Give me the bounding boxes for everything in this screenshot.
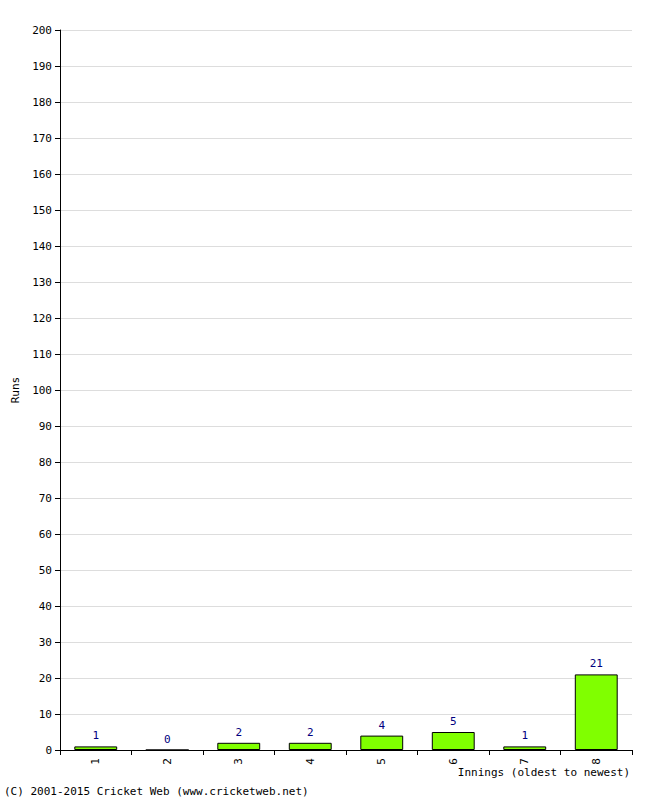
svg-text:Innings (oldest to newest): Innings (oldest to newest)	[458, 766, 630, 779]
svg-text:5: 5	[375, 758, 388, 765]
svg-text:10: 10	[39, 708, 52, 721]
svg-text:21: 21	[590, 657, 603, 670]
svg-text:110: 110	[32, 348, 52, 361]
svg-text:20: 20	[39, 672, 52, 685]
svg-text:100: 100	[32, 384, 52, 397]
svg-text:180: 180	[32, 96, 52, 109]
svg-text:2: 2	[307, 726, 314, 739]
svg-text:0: 0	[45, 744, 52, 757]
svg-text:80: 80	[39, 456, 52, 469]
svg-text:4: 4	[304, 758, 317, 765]
svg-text:160: 160	[32, 168, 52, 181]
svg-text:90: 90	[39, 420, 52, 433]
svg-text:140: 140	[32, 240, 52, 253]
svg-text:120: 120	[32, 312, 52, 325]
svg-text:5: 5	[450, 715, 457, 728]
svg-text:40: 40	[39, 600, 52, 613]
svg-text:70: 70	[39, 492, 52, 505]
svg-text:6: 6	[447, 758, 460, 765]
svg-text:0: 0	[164, 733, 171, 746]
svg-text:1: 1	[521, 729, 528, 742]
svg-text:1: 1	[92, 729, 99, 742]
svg-text:50: 50	[39, 564, 52, 577]
svg-text:2: 2	[161, 758, 174, 765]
svg-text:3: 3	[232, 758, 245, 765]
svg-text:2: 2	[235, 726, 242, 739]
svg-text:170: 170	[32, 132, 52, 145]
svg-text:190: 190	[32, 60, 52, 73]
svg-text:(C) 2001-2015 Cricket Web (www: (C) 2001-2015 Cricket Web (www.cricketwe…	[4, 785, 309, 798]
svg-text:60: 60	[39, 528, 52, 541]
svg-text:30: 30	[39, 636, 52, 649]
svg-text:130: 130	[32, 276, 52, 289]
svg-text:4: 4	[378, 719, 385, 732]
svg-text:200: 200	[32, 24, 52, 37]
svg-text:8: 8	[590, 758, 603, 765]
svg-text:Runs: Runs	[9, 377, 22, 404]
svg-text:150: 150	[32, 204, 52, 217]
svg-text:1: 1	[89, 758, 102, 765]
svg-text:7: 7	[518, 758, 531, 765]
